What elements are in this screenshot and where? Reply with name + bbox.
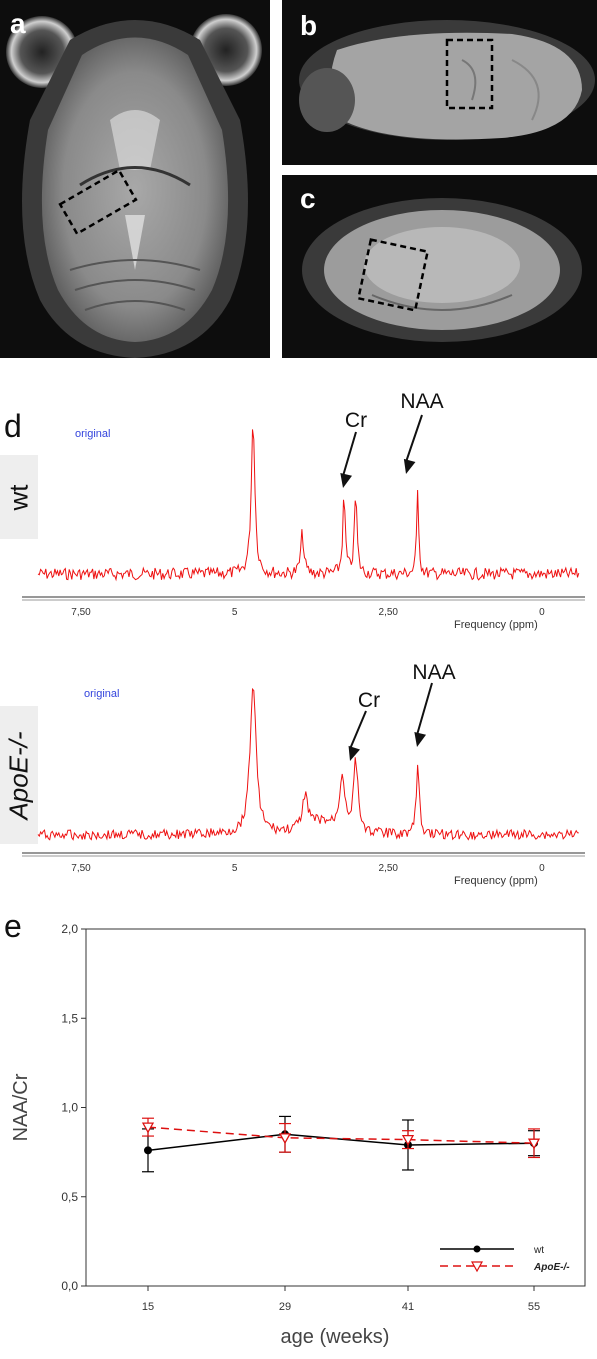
- row-label-apoe: ApoE-/-: [0, 706, 38, 844]
- y-tick-label: 0,0: [61, 1279, 78, 1293]
- peak-arrow-shaft: [416, 682, 433, 736]
- legend-marker-apoe: [470, 1261, 484, 1273]
- spectrum-tick-label: 5: [232, 607, 238, 618]
- mri-axial-image: [282, 175, 597, 358]
- y-tick-label: 1,5: [61, 1011, 78, 1025]
- y-tick-label: 2,0: [61, 922, 78, 936]
- y-tick-label: 1,0: [61, 1101, 78, 1115]
- series-line-apoe: [147, 1126, 535, 1144]
- voxel-box-a: [58, 168, 138, 236]
- x-axis-title: age (weeks): [281, 1326, 390, 1348]
- mri-panel-b: b: [282, 0, 597, 165]
- y-axis-title: NAA/Cr: [10, 1073, 32, 1141]
- mri-coronal-image: [0, 0, 270, 358]
- panel-label-c: c: [300, 183, 316, 214]
- naa-cr-chart: 0,0 0,5 1,0 1,5 2,0 15 29 41 55 age (weeks) NAA/Cr…: [10, 922, 586, 1348]
- panel-label-b: b: [300, 10, 318, 41]
- data-point-apoe: [141, 1122, 155, 1134]
- legend-label-apoe: ApoE-/-: [533, 1262, 570, 1273]
- peak-arrowhead: [348, 745, 360, 761]
- peak-label-naa: NAA: [400, 390, 443, 413]
- peak-label-cr: Cr: [358, 689, 380, 712]
- x-tick-label: 55: [528, 1301, 540, 1313]
- legend-marker-wt: [473, 1245, 481, 1253]
- spectrum-tick-label: 5: [232, 863, 238, 874]
- mri-sagittal-image: [282, 0, 597, 165]
- spectrum-watermark: original: [75, 428, 110, 440]
- data-point-apoe: [401, 1134, 415, 1146]
- data-point-apoe: [278, 1133, 292, 1145]
- data-point-wt: [144, 1146, 152, 1155]
- row-label-wt: wt: [0, 455, 38, 539]
- peak-arrowhead: [403, 458, 416, 474]
- x-tick-label: 29: [279, 1301, 291, 1313]
- mri-panel-c: c: [282, 175, 597, 358]
- peak-arrow-shaft: [349, 710, 367, 750]
- voxel-box-b: [445, 38, 494, 110]
- spectrum-tick-label: 7,50: [71, 863, 91, 874]
- spectrum-tick-label: 2,50: [379, 863, 399, 874]
- spectrum-watermark: original: [84, 688, 119, 700]
- spectrum-tick-label: 7,50: [71, 607, 91, 618]
- peak-arrow-shaft: [405, 414, 423, 463]
- spectrum-tick-label: 0: [539, 607, 545, 618]
- legend-label-wt: wt: [533, 1245, 544, 1256]
- peak-arrow-shaft: [342, 431, 357, 477]
- panel-label-e: e: [4, 908, 22, 944]
- data-point-apoe: [527, 1138, 541, 1150]
- spectrum-trace: [37, 687, 579, 841]
- plot-frame: [85, 928, 586, 1287]
- spectrum-tick-label: 2,50: [379, 607, 399, 618]
- spectrum-axis-title: Frequency (ppm): [454, 619, 538, 631]
- peak-label-cr: Cr: [345, 409, 367, 432]
- y-tick-label: 0,5: [61, 1190, 78, 1204]
- x-tick-label: 15: [142, 1301, 154, 1313]
- peak-label-naa: NAA: [412, 661, 455, 684]
- spectrum-tick-label: 0: [539, 863, 545, 874]
- panel-label-d: d: [4, 408, 22, 444]
- spectrum-trace: [37, 429, 580, 582]
- peak-arrowhead: [414, 732, 427, 747]
- x-tick-label: 41: [402, 1301, 414, 1313]
- mri-panel-a: a: [0, 0, 270, 358]
- panel-label-a: a: [10, 8, 26, 39]
- series-line-wt: [147, 1133, 535, 1152]
- spectrum-axis-title: Frequency (ppm): [454, 875, 538, 887]
- peak-arrowhead: [340, 473, 353, 488]
